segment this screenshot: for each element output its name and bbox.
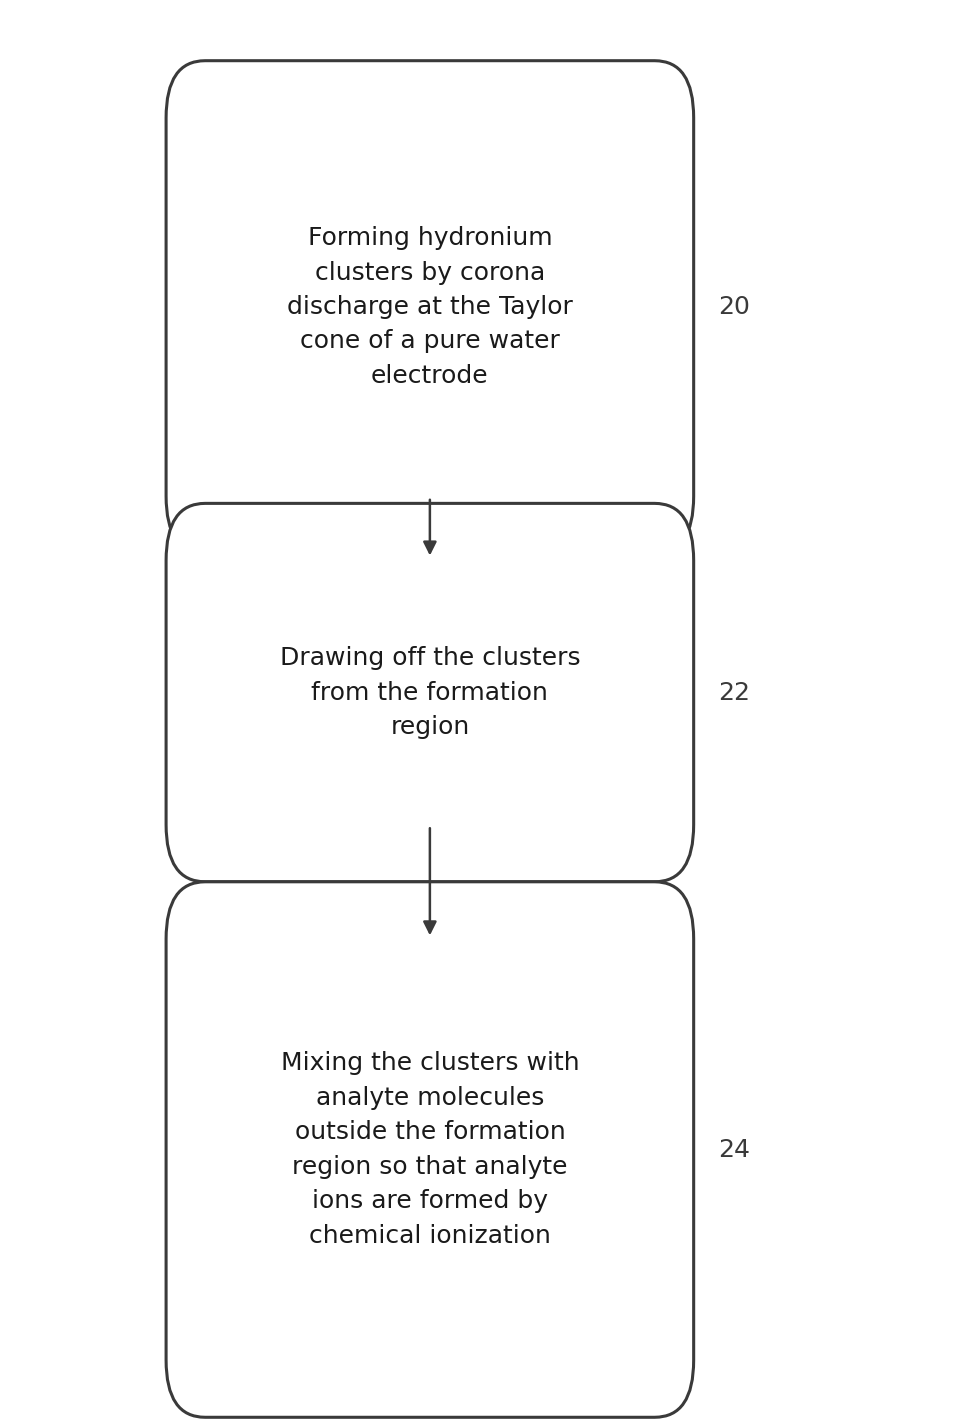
Text: Drawing off the clusters
from the formation
region: Drawing off the clusters from the format… — [279, 645, 580, 740]
Text: 24: 24 — [718, 1138, 750, 1161]
Text: Forming hydronium
clusters by corona
discharge at the Taylor
cone of a pure wate: Forming hydronium clusters by corona dis… — [287, 226, 573, 388]
Text: 20: 20 — [718, 296, 750, 318]
Text: 22: 22 — [718, 681, 750, 704]
FancyBboxPatch shape — [166, 60, 694, 553]
FancyBboxPatch shape — [166, 881, 694, 1417]
Text: Mixing the clusters with
analyte molecules
outside the formation
region so that : Mixing the clusters with analyte molecul… — [280, 1051, 579, 1248]
FancyBboxPatch shape — [166, 504, 694, 881]
